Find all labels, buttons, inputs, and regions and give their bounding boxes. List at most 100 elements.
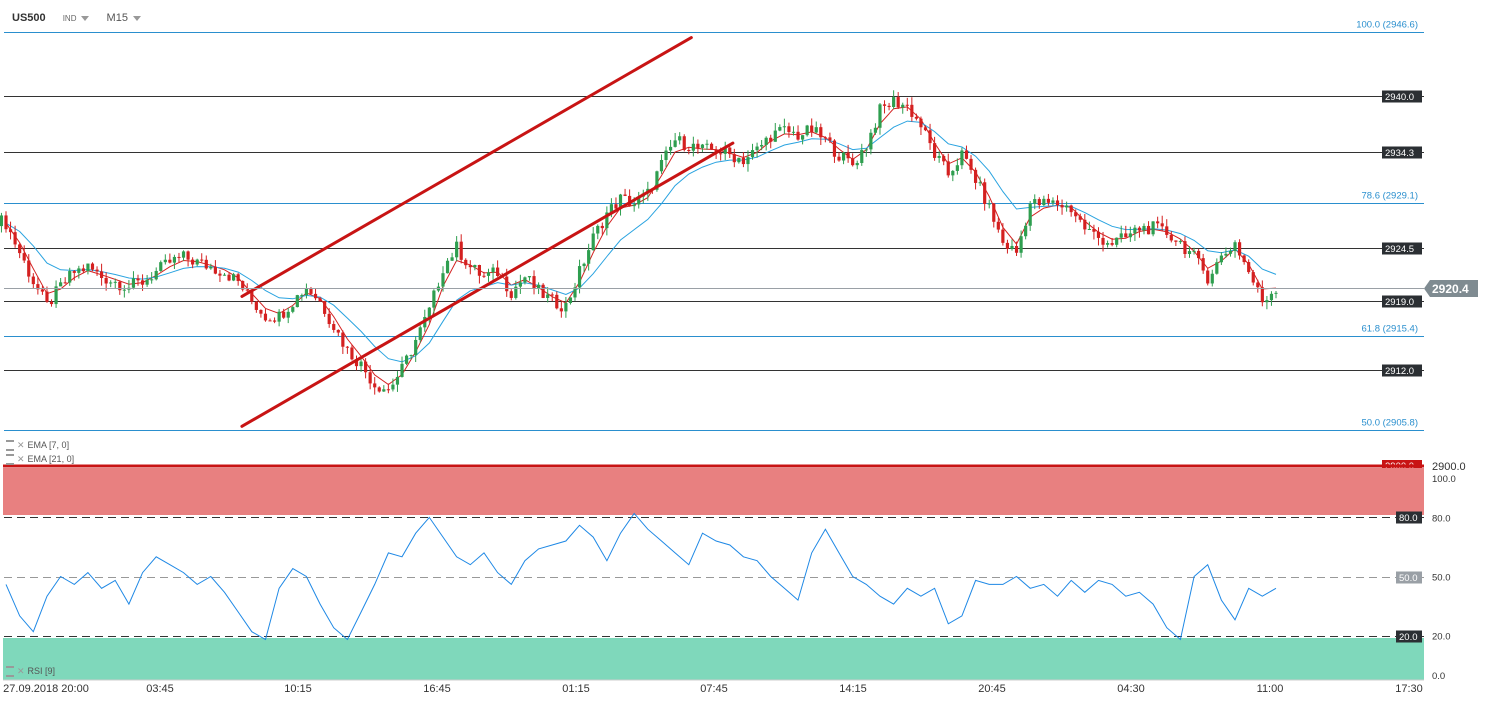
settings-icon[interactable] (6, 454, 14, 466)
indicator-ema21[interactable]: ✕ EMA [21, 0] (6, 454, 74, 466)
candle-body (1101, 237, 1105, 245)
candle-body (345, 346, 349, 348)
level-tag-label-5: 2919.0 (1385, 297, 1414, 308)
close-icon[interactable]: ✕ (17, 666, 25, 676)
indicator-ema7[interactable]: ✕ EMA [7, 0] (6, 440, 69, 452)
candle-body (496, 267, 500, 276)
candle-body (1165, 226, 1169, 235)
candle-body (1183, 241, 1187, 255)
price-level-labels: 100.0 (2946.6) 2940.0 2934.3 78.6 (2929.1) 2… (1356, 20, 1422, 429)
candle-body (1201, 258, 1205, 271)
candle-body (63, 282, 67, 284)
candle-body (31, 276, 35, 285)
x-tick-label-9: 11:00 (1257, 683, 1284, 695)
candle-body (1224, 253, 1228, 256)
rsi-line (5, 512, 1277, 641)
candle-body (1037, 199, 1041, 206)
candle-body (400, 363, 404, 377)
candle-body (477, 264, 481, 276)
candle-body (354, 359, 359, 367)
candle-body (1014, 245, 1019, 253)
candle-body (445, 260, 450, 274)
candle-body (1096, 231, 1101, 238)
candle-body (391, 384, 395, 390)
candle-body (828, 137, 832, 141)
candle-body (263, 313, 268, 321)
x-tick-label-10: 17:30 (1395, 683, 1423, 695)
candle-body (1178, 241, 1183, 243)
candle-body (304, 288, 309, 296)
rsi-levels: 80.0 50.0 20.0 (4, 511, 1424, 643)
candle-body (1192, 250, 1196, 252)
channel-lower-line[interactable] (240, 141, 735, 428)
candle-body (896, 97, 900, 108)
channel-upper-line[interactable] (240, 36, 693, 298)
candle-body (8, 229, 13, 233)
candle-body (341, 332, 345, 347)
candle-body (1160, 223, 1164, 227)
candle-body (664, 150, 668, 160)
candle-body (791, 131, 796, 133)
candle-body (1146, 225, 1151, 235)
candle-body (40, 289, 45, 292)
level-tag-1 (1382, 90, 1422, 103)
settings-icon[interactable] (6, 666, 14, 678)
candle-body (22, 253, 26, 261)
candle-body (536, 284, 541, 288)
candle-body (259, 309, 263, 314)
candle-body (564, 303, 568, 312)
symbol-name[interactable]: US500 (12, 12, 46, 24)
candle-body (104, 277, 108, 284)
candle-body (414, 339, 418, 356)
candle-body (1010, 245, 1014, 249)
candle-body (587, 250, 591, 264)
level-2900-right-label: 2900.0 (1432, 461, 1466, 473)
rsi-tick-label-4: 0.0 (1432, 671, 1445, 682)
rsi-tick-label-1: 80.0 (1432, 513, 1451, 524)
candle-body (1206, 270, 1210, 284)
candle-body (150, 279, 154, 281)
candle-body (550, 294, 554, 296)
candle-body (864, 149, 868, 151)
candle-body (573, 287, 577, 298)
candle-body (591, 233, 595, 251)
candle-body (1269, 293, 1274, 301)
candle-body (901, 104, 905, 108)
candle-body (555, 294, 559, 309)
timeframe-dropdown-icon[interactable] (132, 15, 141, 21)
candle-body (1069, 205, 1073, 213)
candle-body (755, 146, 759, 151)
close-icon[interactable]: ✕ (17, 454, 25, 464)
x-tick-label-4: 01:15 (562, 683, 590, 695)
candle-body (978, 182, 982, 184)
candle-body (404, 355, 409, 364)
candle-body (728, 147, 732, 155)
candle-body (13, 232, 17, 245)
candles (0, 90, 1278, 395)
indicator-rsi[interactable]: ✕ RSI [9] (6, 666, 55, 678)
rsi-tick-label-3: 20.0 (1432, 632, 1451, 643)
candle-body (541, 284, 545, 298)
candle-body (682, 136, 686, 151)
candle-body (678, 136, 682, 141)
symbol-dropdown-icon[interactable] (81, 15, 90, 21)
candle-body (546, 294, 550, 298)
level-tag-5 (1382, 295, 1422, 308)
settings-icon[interactable] (6, 440, 14, 452)
candle-body (482, 275, 486, 277)
candle-body (1005, 242, 1010, 249)
timeframe-selector[interactable]: M15 (106, 12, 128, 24)
candle-body (819, 127, 823, 138)
candle-body (459, 241, 463, 260)
rsi-oversold-zone (3, 638, 1424, 680)
candle-body (609, 204, 614, 213)
candle-body (841, 152, 846, 161)
fib-label-0: 100.0 (2946.6) (1356, 20, 1418, 31)
candle-body (796, 131, 800, 140)
candle-body (1251, 272, 1255, 283)
close-icon[interactable]: ✕ (17, 440, 25, 450)
candle-body (910, 104, 914, 117)
candle-body (741, 157, 746, 165)
candle-body (327, 313, 331, 325)
candle-body (1274, 292, 1278, 294)
